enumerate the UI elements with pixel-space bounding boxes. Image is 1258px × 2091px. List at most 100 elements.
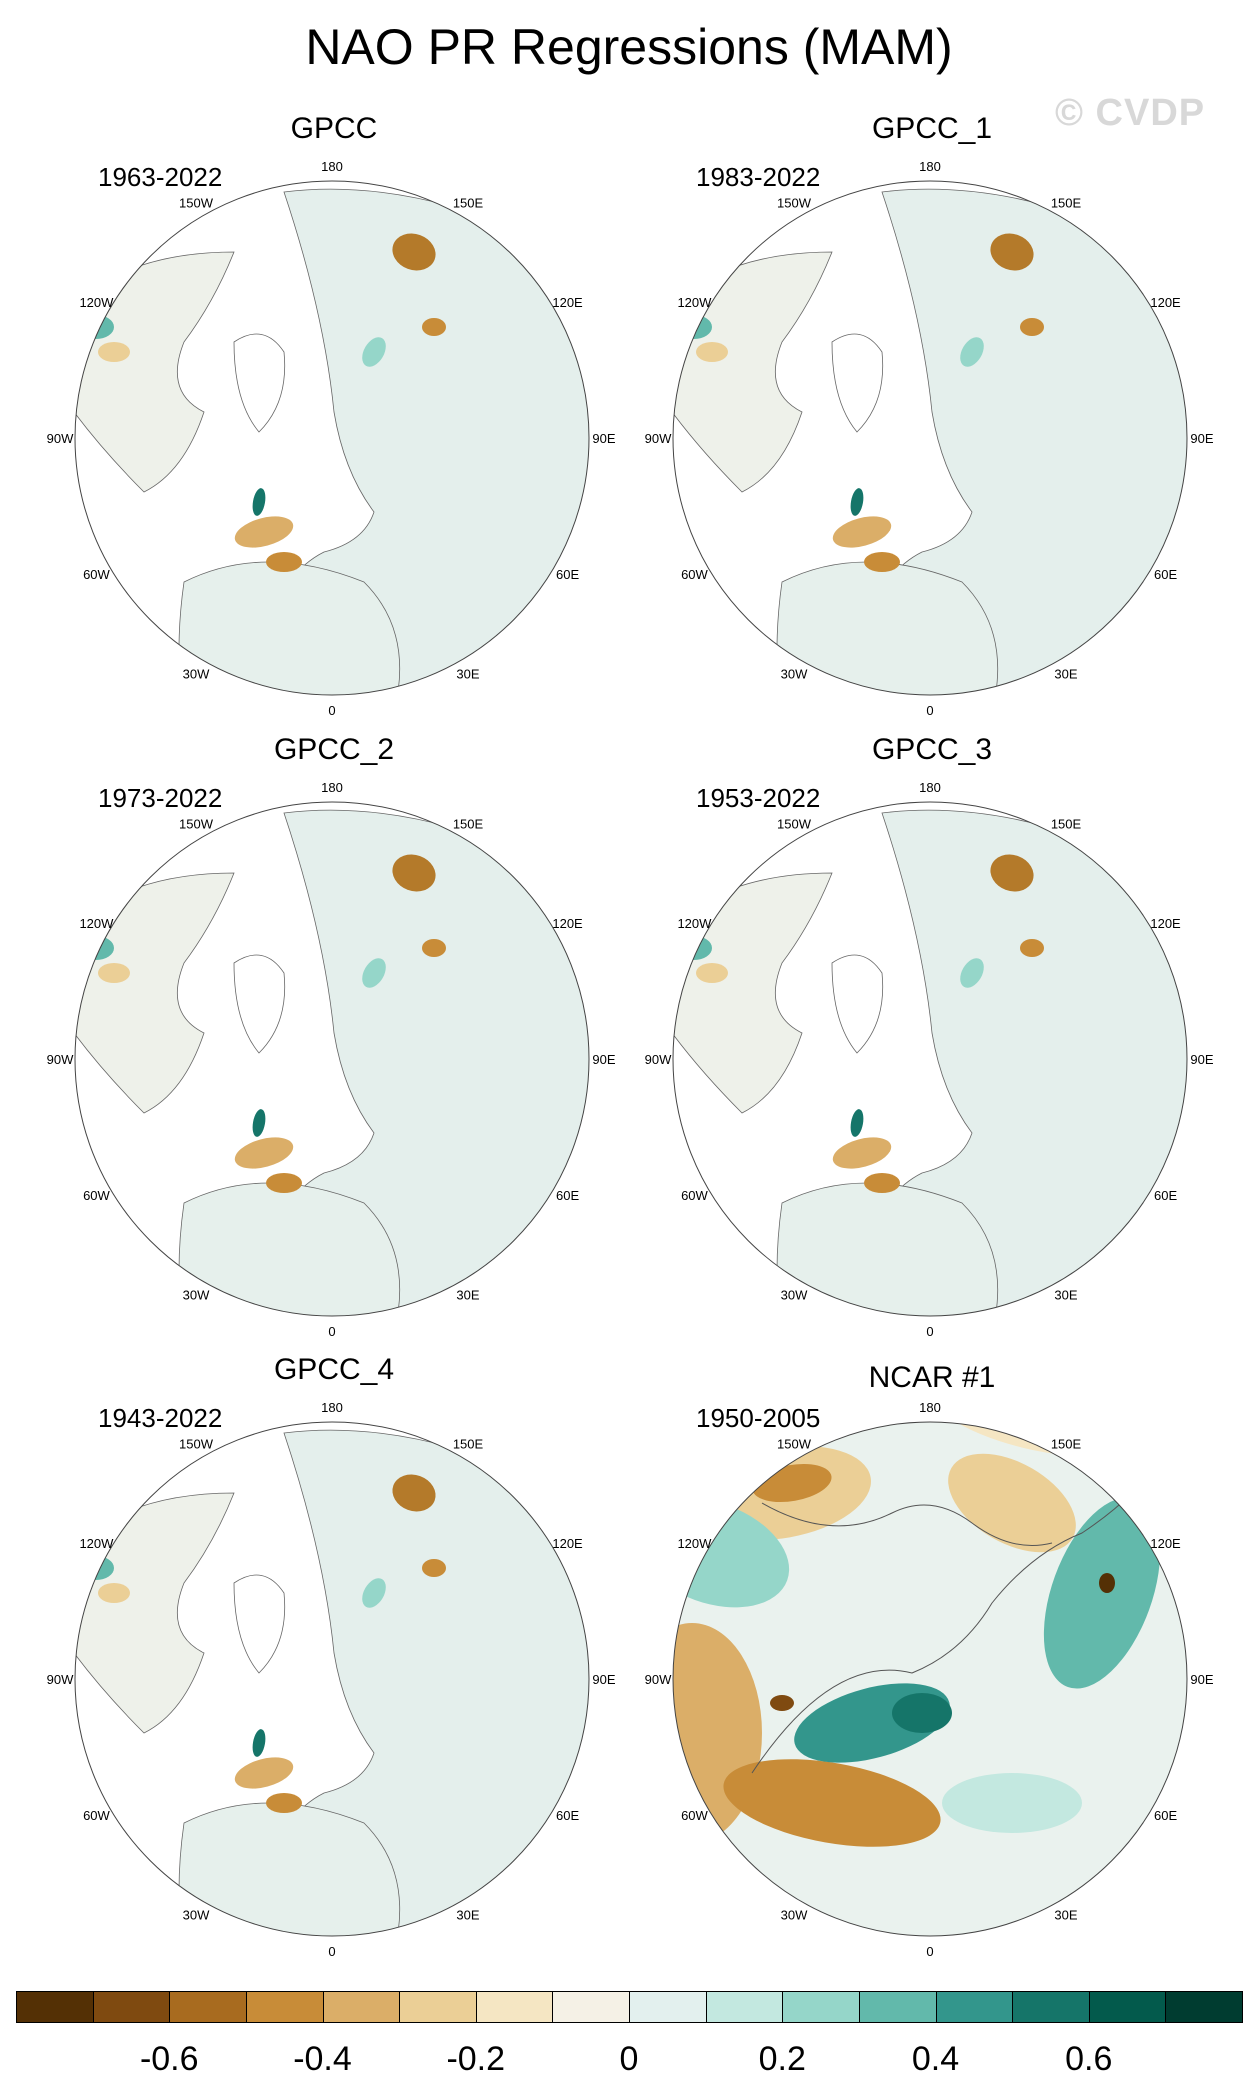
anomaly-dry [864,552,900,572]
longitude-label: 30W [781,667,808,682]
anomaly-wet [1043,1497,1161,1689]
longitude-label: 180 [321,159,343,174]
anomaly-dry [234,1137,294,1169]
longitude-label: 0 [328,1324,335,1339]
longitude-label: 90E [1190,1672,1213,1687]
anomaly-dry [266,1793,302,1813]
longitude-label: 120E [1150,1536,1181,1551]
longitude-label: 180 [919,1400,941,1415]
colorbar-tick-label: 0.6 [1065,2040,1113,2078]
colorbar-tick-label: 0.2 [758,2040,806,2078]
period-label: 1950-2005 [696,1403,821,1433]
colorbar-swatch [858,1991,937,2023]
polar-map: 180 150E 120E 90E 60E 30E 0 30W 60W 90W 120W 150W [47,780,616,1339]
period-label: 1953-2022 [696,783,821,813]
anomaly-dry [392,233,436,271]
land-africa [776,1182,999,1316]
longitude-label: 180 [321,1400,343,1415]
longitude-label: 150E [453,816,484,831]
longitude-label: 120W [79,295,114,310]
map-boundary [672,1421,1188,1937]
anomaly-dry [266,1173,302,1193]
colorbar-tick-label: 0 [619,2040,639,2078]
polar-map: 180 150E 120E 90E 60E 30E 0 30W 60W 90W 120W 150W [47,159,616,718]
longitude-label: 30E [1054,667,1077,682]
anomaly-wet [960,337,984,367]
colorbar-swatch [705,1991,784,2023]
anomaly-dry [266,552,302,572]
longitude-label: 90E [592,431,615,446]
anomaly-dry [990,233,1034,271]
anomaly-dry [864,1173,900,1193]
anomaly-dry [392,854,436,892]
panel-title: GPCC_4 [273,1353,395,1386]
map-boundary [74,801,590,1317]
longitude-label: 90W [645,1052,672,1067]
longitude-label: 180 [919,780,941,795]
longitude-label: 90E [592,1052,615,1067]
map-panel: GPCC_2 1973-2022 180 150E 120E 90E 60E 30E 0 30W 6… [34,733,634,1353]
longitude-label: 60W [83,1808,110,1823]
longitude-label: 150W [777,1436,812,1451]
colorbar-swatch [935,1991,1014,2023]
map-boundary [672,801,1188,1317]
anomaly-wet [252,1729,266,1757]
anomaly-dry [1020,939,1044,957]
longitude-label: 90W [47,1672,74,1687]
anomaly-wet [942,1773,1082,1833]
colorbar-tick-label: -0.4 [293,2040,352,2078]
longitude-label: 30E [456,1288,479,1303]
longitude-label: 150E [1051,1436,1082,1451]
longitude-label: 60W [83,1188,110,1203]
longitude-label: 90W [47,431,74,446]
longitude-label: 30E [1054,1908,1077,1923]
anomaly-wet [252,1109,266,1137]
map-panel: GPCC_4 1943-2022 180 150E 120E 90E 60E 30E 0 30W 6… [34,1353,634,1973]
colorbar-swatch [1012,1991,1090,2023]
watermark: © CVDP [1055,92,1206,134]
longitude-label: 30W [183,667,210,682]
colorbar-swatch [552,1991,630,2023]
anomaly-dry [832,516,892,548]
map-panel: GPCC_1 1983-2022 180 150E 120E 90E 60E 30E 0 30W 6… [632,112,1232,732]
longitude-label: 60W [83,567,110,582]
map-panel: GPCC 1963-2022 180 150E 120E 90E 60E 30E 0 30W 60W… [34,112,634,732]
land-greenland [233,1574,286,1674]
anomaly-wet [892,1693,952,1733]
anomaly-wet [362,1578,386,1608]
longitude-label: 120W [677,295,712,310]
anomaly-dry [392,1474,436,1512]
longitude-label: 120W [79,916,114,931]
longitude-label: 60E [1154,1188,1177,1203]
colorbar-swatch [92,1991,171,2023]
longitude-label: 30W [183,1908,210,1923]
anomaly-wet [960,958,984,988]
longitude-label: 60E [1154,1808,1177,1823]
anomaly-wet [850,488,864,516]
land-greenland [233,333,286,433]
page-title: NAO PR Regressions (MAM) [305,19,953,75]
period-label: 1963-2022 [98,162,223,192]
longitude-label: 150W [179,1436,214,1451]
anomaly-dry [990,854,1034,892]
polar-map: 180 150E 120E 90E 60E 30E 0 30W 60W 90W 120W 150W [645,159,1214,718]
colorbar-swatch [322,1991,401,2023]
longitude-label: 30E [1054,1288,1077,1303]
longitude-label: 150W [777,195,812,210]
land-africa [178,561,401,695]
land-greenland [831,333,884,433]
polar-map: 180 150E 120E 90E 60E 30E 0 30W 60W 90W 120W 150W [47,1400,616,1959]
panel-title: GPCC_3 [871,733,993,766]
anomaly-wet [850,1109,864,1137]
longitude-label: 90E [592,1672,615,1687]
longitude-label: 30W [183,1288,210,1303]
land-africa [776,561,999,695]
colorbar-swatch [16,1991,94,2023]
longitude-label: 60W [681,567,708,582]
land-africa [178,1802,401,1936]
longitude-label: 120E [552,916,583,931]
colorbar-swatch [629,1991,707,2023]
longitude-label: 60E [556,1808,579,1823]
anomaly-dry [696,342,728,362]
longitude-label: 180 [321,780,343,795]
